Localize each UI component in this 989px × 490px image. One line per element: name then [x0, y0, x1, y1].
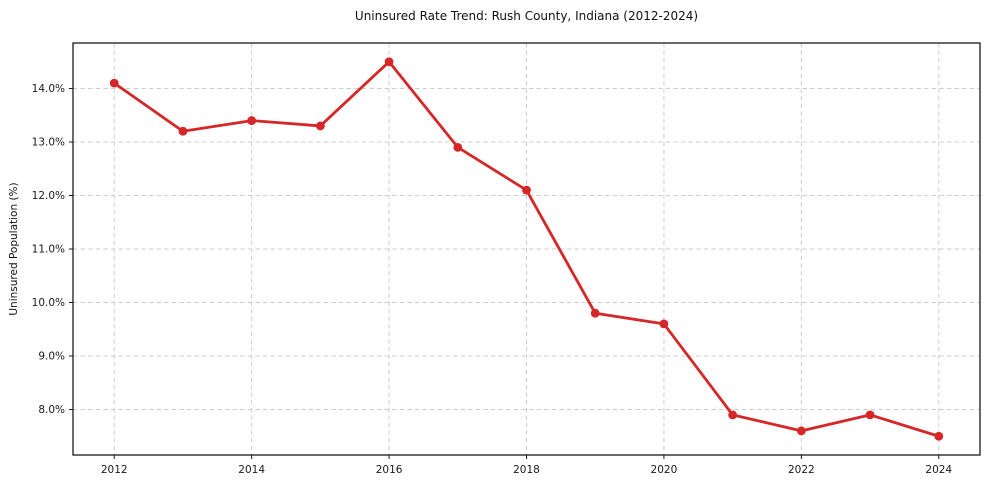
- x-tick-label: 2018: [513, 464, 540, 476]
- data-point: [384, 57, 394, 67]
- x-tick-label: 2020: [651, 464, 678, 476]
- x-tick-label: 2022: [788, 464, 815, 476]
- data-point: [934, 431, 944, 441]
- x-tick-label: 2016: [376, 464, 403, 476]
- data-point: [865, 410, 875, 420]
- x-tick-label: 2024: [925, 464, 952, 476]
- data-point: [453, 142, 463, 152]
- data-point: [522, 185, 531, 195]
- data-point: [109, 78, 119, 88]
- data-point: [315, 121, 325, 131]
- chart-title: Uninsured Rate Trend: Rush County, India…: [354, 9, 699, 23]
- y-tick-label: 12.0%: [32, 190, 65, 202]
- y-tick-label: 9.0%: [38, 351, 65, 363]
- data-point: [659, 319, 669, 329]
- data-point: [796, 426, 806, 436]
- y-tick-label: 8.0%: [38, 404, 65, 416]
- y-tick-label: 11.0%: [32, 244, 65, 256]
- x-tick-label: 2012: [101, 464, 128, 476]
- data-point: [178, 126, 188, 136]
- data-point: [247, 116, 257, 125]
- x-tick-label: 2014: [238, 464, 265, 476]
- data-point: [590, 308, 600, 318]
- data-point: [728, 410, 738, 420]
- y-tick-label: 13.0%: [32, 137, 65, 149]
- y-tick-label: 14.0%: [32, 83, 65, 95]
- y-tick-label: 10.0%: [32, 297, 65, 309]
